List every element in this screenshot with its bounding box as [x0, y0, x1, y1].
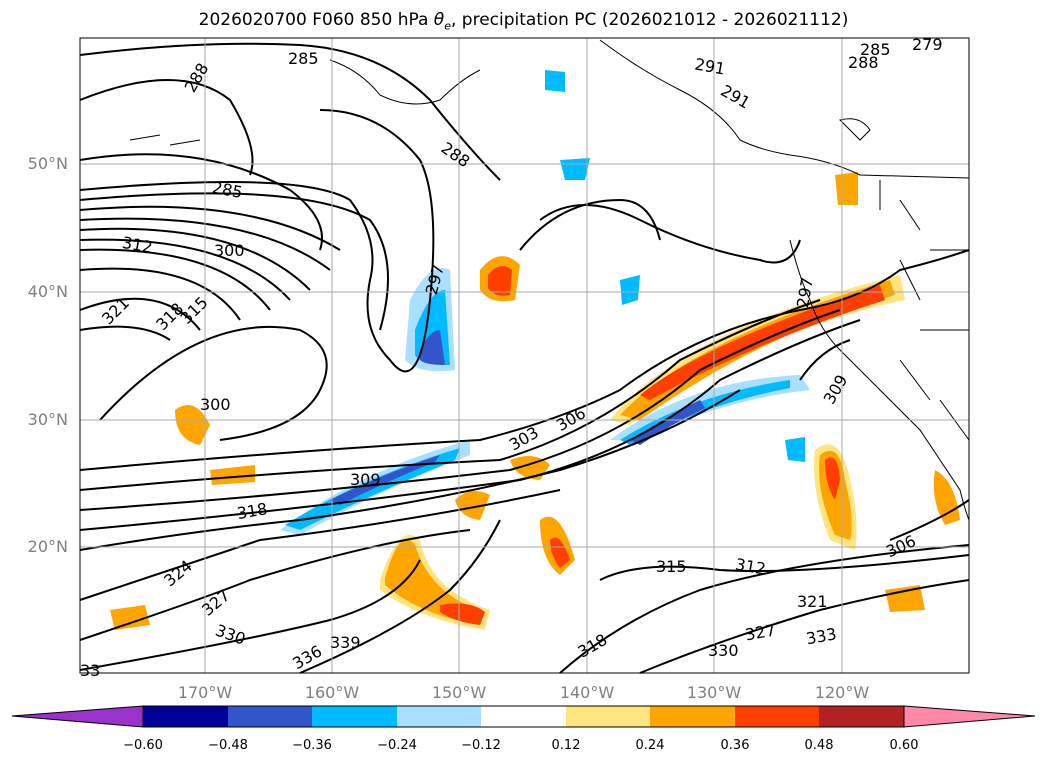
contour-label: 288: [848, 53, 879, 72]
contour-label: 339: [330, 633, 361, 652]
contour-label: 285: [860, 40, 891, 59]
colorbar-tick: 0.36: [720, 738, 750, 753]
colorbar-tick: −0.24: [377, 738, 417, 753]
contour-label: 300: [214, 241, 245, 260]
contour-label: 33: [80, 661, 100, 680]
contour-label: 279: [912, 35, 943, 54]
contour-label: 330: [708, 641, 739, 660]
plot-frame: [79, 37, 970, 674]
colorbar-tick: −0.48: [208, 738, 248, 753]
contour-label: 285: [288, 49, 319, 68]
lon-label: 130°W: [686, 683, 742, 702]
lat-label: 40°N: [27, 282, 68, 301]
map-title: 2026020700 F060 850 hPa θe, precipitatio…: [198, 10, 849, 33]
coastlines: [129, 39, 970, 521]
colorbar-tick: 0.24: [635, 738, 665, 753]
contour-label: 321: [797, 592, 828, 611]
colorbar-tick: −0.36: [292, 738, 332, 753]
lon-label: 140°W: [559, 683, 615, 702]
colorbar-tick: −0.60: [123, 738, 163, 753]
lat-label: 30°N: [27, 410, 68, 429]
lat-label: 50°N: [27, 154, 68, 173]
lon-label: 150°W: [431, 683, 487, 702]
colorbar-tick: 0.48: [804, 738, 834, 753]
lat-label: 20°N: [27, 537, 68, 556]
colorbar-tick: 0.12: [551, 738, 581, 753]
colorbar-tick: −0.12: [461, 738, 501, 753]
colorbar-tick: 0.60: [889, 738, 919, 753]
lon-label: 160°W: [304, 683, 360, 702]
lon-label: 120°W: [814, 683, 870, 702]
contour-label: 309: [350, 470, 381, 489]
colorbar: [11, 705, 1036, 728]
theta-e-contours: [79, 42, 970, 674]
contour-label: 315: [656, 557, 687, 576]
lon-label: 170°W: [177, 683, 233, 702]
contour-label: 300: [200, 395, 231, 414]
graticule: [80, 38, 969, 673]
